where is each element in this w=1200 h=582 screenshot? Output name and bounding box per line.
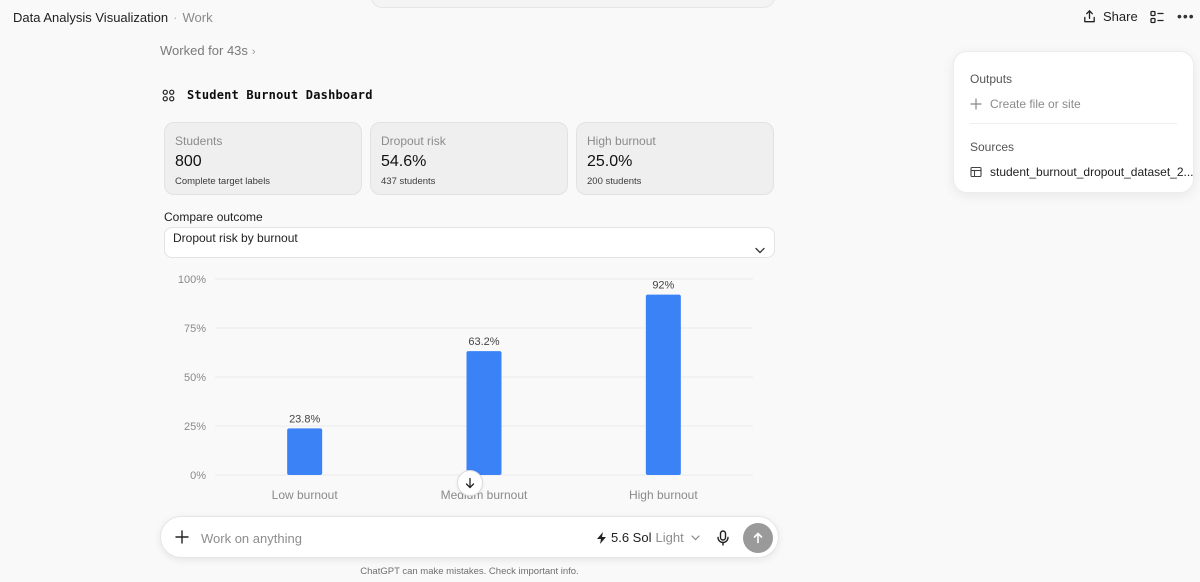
bar xyxy=(287,428,323,475)
more-options-icon[interactable]: ••• xyxy=(1177,8,1195,24)
title-separator: · xyxy=(173,10,178,25)
plus-icon[interactable] xyxy=(175,530,189,544)
share-label: Share xyxy=(1103,9,1138,24)
stat-value: 54.6% xyxy=(381,153,427,170)
stat-card-high-burnout: High burnout 25.0% 200 students xyxy=(576,122,774,195)
stat-value: 800 xyxy=(175,153,202,170)
panel-toggle-icon[interactable] xyxy=(1149,9,1165,25)
app-title: Data Analysis Visualization · Work xyxy=(13,10,213,25)
y-tick-label: 75% xyxy=(184,323,206,335)
compare-selected-value: Dropout risk by burnout xyxy=(173,231,298,245)
bar-value-label: 23.8% xyxy=(289,413,320,425)
divider xyxy=(970,123,1177,124)
stat-card-students: Students 800 Complete target labels xyxy=(164,122,362,195)
y-tick-label: 0% xyxy=(190,470,206,482)
scroll-down-button[interactable] xyxy=(457,470,483,496)
stat-label: High burnout xyxy=(587,134,656,148)
worked-label: Worked for 43s xyxy=(160,43,248,58)
compare-outcome-select[interactable]: Dropout risk by burnout xyxy=(164,227,775,258)
bar-value-label: 63.2% xyxy=(468,336,499,348)
compare-label: Compare outcome xyxy=(164,210,263,224)
sources-title: Sources xyxy=(970,140,1015,154)
dropout-risk-chart: 0% 25% 50% 75% 100% 23.8% Low burnout 63.2% Medi… xyxy=(178,274,753,502)
stat-note: Complete target labels xyxy=(175,176,271,187)
y-tick-label: 100% xyxy=(178,274,206,286)
plus-icon xyxy=(970,98,982,110)
stat-label: Dropout risk xyxy=(381,134,446,148)
top-bar: Data Analysis Visualization · Work Share •… xyxy=(0,0,1200,36)
chevron-right-icon: › xyxy=(251,46,256,58)
bar xyxy=(645,294,681,475)
chevron-down-icon xyxy=(755,247,765,254)
worked-toggle[interactable]: Worked for 43s › xyxy=(160,43,256,58)
x-category-label: Medium burnout xyxy=(441,488,528,502)
source-file-name: student_burnout_dropout_dataset_2... xyxy=(990,165,1194,179)
x-category-label: High burnout xyxy=(629,488,698,502)
y-tick-label: 50% xyxy=(184,372,206,384)
app-title-text: Data Analysis Visualization xyxy=(13,10,169,25)
dashboard-header: Student Burnout Dashboard xyxy=(162,88,373,102)
create-file-button[interactable]: Create file or site xyxy=(970,97,1081,111)
arrow-up-icon xyxy=(753,532,763,544)
x-category-label: Low burnout xyxy=(272,488,339,502)
table-icon xyxy=(970,166,982,178)
disclaimer: ChatGPT can make mistakes. Check importa… xyxy=(360,566,579,577)
prompt-input[interactable] xyxy=(201,528,561,548)
model-selector[interactable]: 5.6 Sol Light xyxy=(597,530,700,545)
bar-value-label: 92% xyxy=(652,280,674,292)
stat-card-dropout-risk: Dropout risk 54.6% 437 students xyxy=(370,122,568,195)
y-tick-label: 25% xyxy=(184,421,206,433)
send-button[interactable] xyxy=(743,523,773,553)
top-pill xyxy=(370,0,776,8)
outputs-title: Outputs xyxy=(970,72,1013,86)
composer: 5.6 Sol Light xyxy=(160,516,779,558)
model-name: 5.6 Sol xyxy=(611,530,652,545)
stat-note: 437 students xyxy=(381,176,436,187)
bar xyxy=(466,351,502,475)
create-file-label: Create file or site xyxy=(990,97,1081,111)
dashboard-title: Student Burnout Dashboard xyxy=(187,88,373,102)
stat-note: 200 students xyxy=(587,176,642,187)
bolt-icon xyxy=(597,531,606,544)
share-icon xyxy=(1084,10,1095,23)
side-panel: Outputs Create file or site Sources stud… xyxy=(953,51,1194,193)
apps-grid-icon xyxy=(162,89,175,101)
model-mode: Light xyxy=(655,530,684,545)
arrow-down-icon xyxy=(465,477,475,489)
source-file-item[interactable]: student_burnout_dropout_dataset_2... xyxy=(970,165,1194,179)
chevron-down-icon xyxy=(691,534,700,540)
stat-value: 25.0% xyxy=(587,153,633,170)
stat-label: Students xyxy=(175,134,223,148)
app-subtitle: Work xyxy=(182,10,213,25)
share-button[interactable]: Share xyxy=(1082,9,1138,24)
microphone-icon[interactable] xyxy=(716,530,730,546)
